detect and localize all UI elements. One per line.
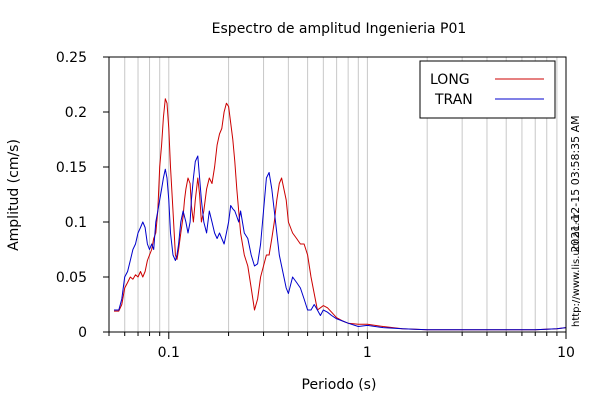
grid-layer bbox=[108, 57, 567, 332]
y-tick-label: 0.1 bbox=[65, 215, 87, 231]
legend-box bbox=[419, 60, 556, 119]
y-tick-label: 0.15 bbox=[56, 160, 87, 176]
y-axis-label: Amplitud (cm/s) bbox=[6, 139, 22, 251]
source-url-text: http://www.lis.ucr.ac.cr bbox=[571, 212, 582, 327]
x-tick-label: 0.1 bbox=[158, 345, 180, 361]
x-tick-label: 1 bbox=[363, 345, 372, 361]
x-tick-label: 10 bbox=[557, 345, 575, 361]
chart-title: Espectro de amplitud Ingenieria P01 bbox=[212, 21, 467, 37]
series-layer bbox=[114, 98, 567, 331]
plot-frame bbox=[108, 56, 567, 333]
legend-label-tran: TRAN bbox=[434, 92, 473, 108]
series-line-tran bbox=[114, 155, 567, 331]
tick-layer: 0.1 1 10 0 0.05 0.1 0.15 0.2 0.25 bbox=[56, 50, 575, 361]
y-tick-label: 0.2 bbox=[65, 105, 87, 121]
y-tick-label: 0 bbox=[78, 325, 87, 341]
x-axis-label: Periodo (s) bbox=[302, 377, 377, 393]
legend-label-long: LONG bbox=[430, 72, 470, 88]
legend: LONG TRAN bbox=[419, 60, 556, 119]
series-line-long bbox=[114, 98, 567, 331]
y-tick-label: 0.05 bbox=[56, 270, 87, 286]
timestamp-text: 2021-12-15 03:58:35 AM bbox=[569, 115, 582, 252]
y-tick-label: 0.25 bbox=[56, 50, 87, 66]
